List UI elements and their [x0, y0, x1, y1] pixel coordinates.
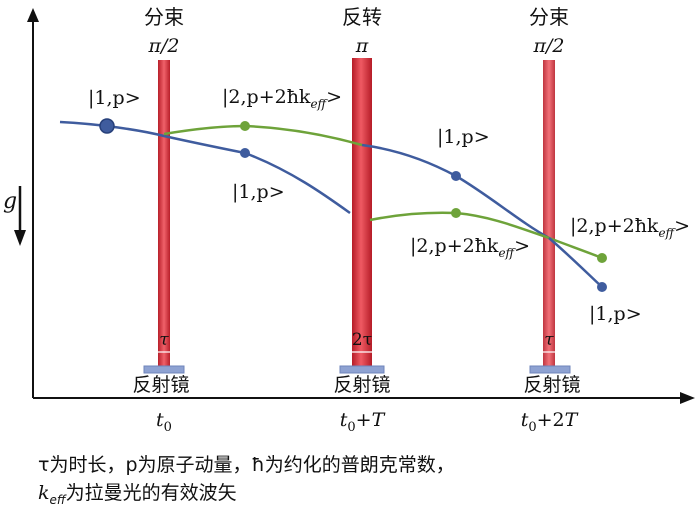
beam-1-mirror-label: 反射镜: [132, 374, 189, 396]
beam-2-angle: π: [355, 35, 369, 57]
beam-3-pulse: [543, 60, 555, 366]
beam-3-mirror-label: 反射镜: [523, 374, 580, 396]
beam-2-title: 反转: [342, 5, 382, 29]
beam-2-pulse: [352, 58, 372, 366]
atom-out-ground: [597, 282, 607, 292]
beam-1-angle: π/2: [148, 35, 180, 57]
beam-1: 分束 π/2 τ 反射镜 t0: [132, 5, 189, 435]
state-upper-excited: |2,p+2ħkeff>: [222, 86, 342, 111]
beam-3-title: 分束: [529, 5, 569, 29]
excited-path-out: [548, 236, 603, 260]
beam-3-mirror: [529, 365, 571, 374]
caption-k-sub: eff: [49, 492, 66, 507]
beam-3: 分束 π/2 τ 反射镜 t0+2T: [521, 5, 581, 435]
state-initial: |1,p>: [88, 87, 141, 109]
state-out-excited: |2,p+2ħkeff>: [570, 215, 690, 240]
x-axis-arrow: [680, 392, 695, 404]
atom-lower-ground: [240, 148, 250, 158]
atom-mid-excited: [451, 208, 461, 218]
beam-3-duration: τ: [544, 330, 554, 350]
state-lower-ground: |1,p>: [232, 181, 285, 203]
caption-line-2: keff为拉曼光的有效波矢: [38, 480, 237, 513]
caption-rest: 为拉曼光的有效波矢: [65, 482, 237, 504]
gravity-label: g: [3, 189, 17, 214]
beam-1-mirror: [143, 365, 185, 374]
beam-2-time: t0+T: [340, 409, 386, 435]
beam-2-duration: 2τ: [352, 330, 372, 350]
atom-out-excited: [597, 253, 607, 263]
ground-path-out: [548, 237, 603, 288]
caption-line-1: τ为时长，p为原子动量，ħ为约化的普朗克常数，: [38, 454, 455, 476]
beam-3-time: t0+2T: [521, 409, 579, 435]
state-out-ground: |1,p>: [589, 303, 642, 325]
ground-path-upper-arm: [59, 120, 351, 215]
atom-initial: [99, 118, 115, 134]
beam-1-duration: τ: [159, 330, 169, 350]
atom-mid-ground: [451, 171, 461, 181]
atom-upper-excited: [240, 121, 250, 131]
beam-2: 反转 π 2τ 反射镜 t0+T: [333, 5, 390, 435]
state-mid-ground: |1,p>: [437, 126, 490, 148]
beam-3-angle: π/2: [533, 35, 565, 57]
ground-path-mid: [361, 143, 550, 240]
caption-k: k: [38, 482, 50, 504]
beam-2-mirror-label: 反射镜: [333, 374, 390, 396]
beam-1-time: t0: [156, 409, 172, 435]
state-mid-excited: |2,p+2ħkeff>: [410, 235, 530, 260]
beam-2-mirror: [339, 365, 385, 374]
beam-1-pulse: [158, 60, 170, 366]
gravity-arrow-head: [14, 230, 26, 246]
beam-1-title: 分束: [144, 5, 184, 29]
y-axis-arrow: [27, 8, 39, 22]
